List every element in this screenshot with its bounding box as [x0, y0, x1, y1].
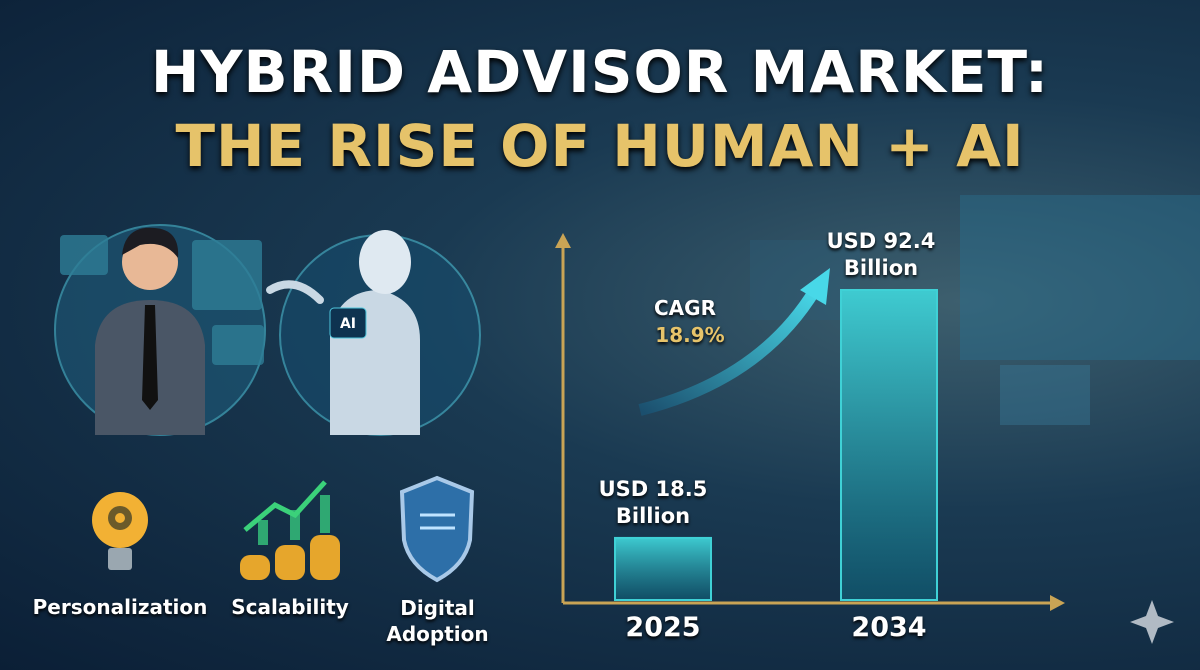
person-tie: [142, 305, 158, 410]
robot-arm: [266, 280, 324, 304]
feature-label: Scalability: [231, 595, 349, 619]
annotation-label: CAGR: [654, 296, 716, 320]
value-label: USD 92.4 Billion: [826, 229, 936, 280]
growth-arrow: [638, 286, 821, 416]
title-line: HYBRID ADVISOR MARKET:: [150, 38, 1050, 106]
annotation-value: 18.9%: [655, 323, 725, 347]
lightbulb-icon: [92, 492, 148, 570]
dashboard-panel: [192, 240, 262, 310]
growth-arrow-head: [800, 268, 830, 305]
shield-icon: [399, 475, 475, 583]
value-label: USD 18.5 Billion: [598, 476, 708, 528]
x-tick-label: 2025: [625, 612, 701, 643]
feature-label: Digital Adoption: [386, 596, 489, 646]
bg-screen: [1000, 365, 1090, 425]
coins-icon: [240, 480, 340, 580]
feature-label: Personalization: [32, 595, 208, 619]
ai-chip: [329, 307, 367, 339]
bg-screen: [960, 195, 1200, 360]
title-line: THE RISE OF HUMAN + AI: [175, 112, 1025, 180]
person-hair: [122, 227, 179, 258]
dashboard-panel: [60, 235, 108, 275]
dashboard-panel: [212, 325, 264, 365]
y-axis-arrow: [555, 233, 571, 248]
bar: [840, 289, 938, 601]
person-head: [122, 234, 178, 290]
x-axis-arrow: [1050, 595, 1065, 611]
x-tick-label: 2034: [851, 612, 927, 643]
robot-head: [359, 230, 411, 294]
ai-chip-label: AI: [340, 316, 356, 332]
sparkle: [1130, 600, 1174, 644]
bar: [614, 536, 712, 602]
